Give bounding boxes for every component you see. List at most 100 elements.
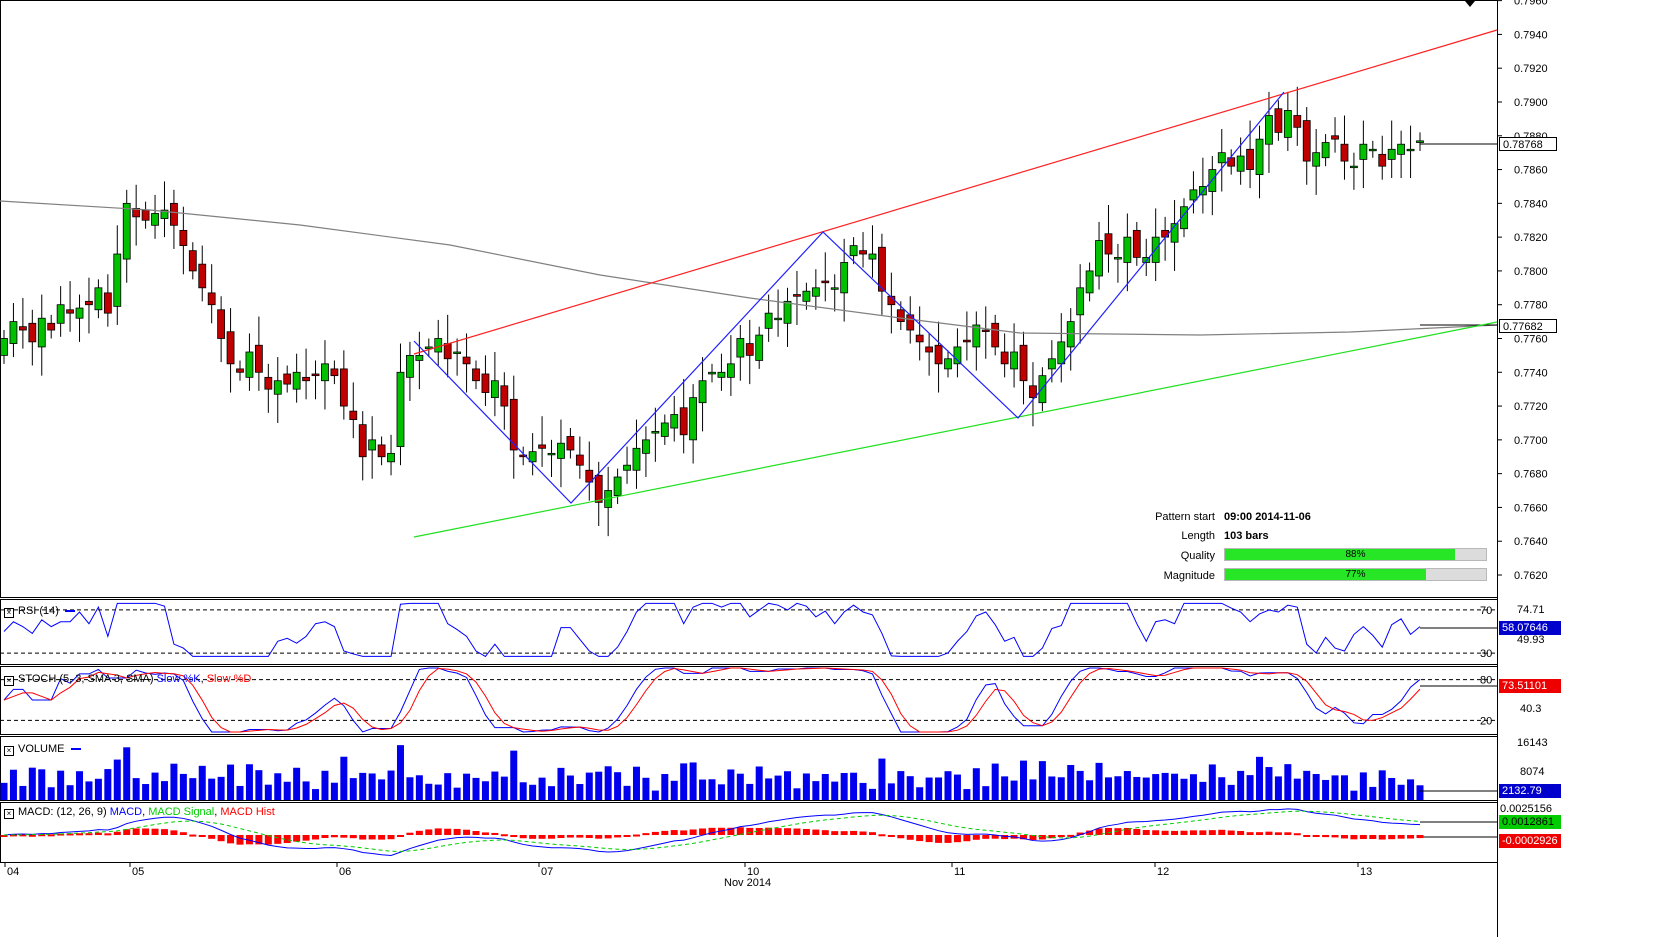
macd-hist-bar (179, 832, 187, 835)
x-tick-label: 10 (747, 866, 759, 878)
volume-bar (132, 778, 140, 800)
pattern-zigzag-line (413, 91, 1285, 504)
macd-hist-bar (642, 833, 650, 836)
close-volume-icon[interactable]: × (4, 746, 14, 756)
quality-bar: 88% (1224, 548, 1487, 561)
macd-hist-bar (1312, 835, 1320, 837)
volume-axis-label-top: 16143 (1517, 737, 1548, 749)
macd-hist-bar (689, 829, 697, 835)
macd-hist-bar (1171, 830, 1179, 835)
quality-value: 88% (1345, 549, 1366, 560)
macd-hist-bar (170, 830, 178, 835)
candle-body (783, 300, 792, 324)
macd-hist-bar (906, 835, 914, 840)
macd-hist-bar (1001, 835, 1009, 840)
candle-body (56, 304, 65, 324)
candle-body (868, 253, 877, 260)
macd-hist-bar (1397, 835, 1405, 839)
volume-bar (1407, 779, 1415, 800)
candle-body (1057, 341, 1066, 365)
x-tick-label: 04 (7, 866, 19, 878)
candle-body (1293, 115, 1302, 128)
macd-hist-bar (47, 834, 55, 837)
macd-hist-bar (746, 827, 754, 835)
candle-body (660, 422, 669, 437)
volume-bar (925, 777, 933, 800)
volume-bar (708, 779, 716, 800)
volume-bar (935, 777, 943, 800)
candle-body (1397, 143, 1406, 155)
volume-bar (340, 756, 348, 800)
candle-body (1180, 206, 1188, 230)
volume-bar (859, 782, 867, 800)
volume-bar (1274, 776, 1282, 800)
price-y-tick-label: 0.7900 (1514, 97, 1548, 109)
macd-hist-bar (1076, 832, 1084, 835)
candle-body (1359, 143, 1368, 160)
candle-body (311, 373, 320, 377)
close-stoch-icon[interactable]: × (4, 676, 14, 686)
volume-bar (94, 778, 102, 800)
volume-value-tag: 2132.79 (1499, 784, 1561, 798)
volume-bar (1378, 770, 1386, 800)
macd-signal-label: MACD Signal (148, 806, 215, 818)
magnitude-label: Magnitude (1163, 570, 1215, 582)
volume-bar (1218, 777, 1226, 800)
close-rsi-icon[interactable]: × (4, 608, 14, 618)
candle-body (424, 346, 433, 350)
macd-hist-bar (142, 828, 150, 835)
macd-hist-bar (972, 835, 980, 840)
macd-hist-bar (1331, 835, 1339, 838)
candle-body (547, 452, 556, 456)
macd-hist-bar (1274, 832, 1282, 835)
macd-hist-bar (76, 833, 84, 836)
volume-bar (1350, 790, 1358, 800)
candle-body (774, 317, 782, 321)
macd-hist-bar (548, 835, 556, 839)
candle-body (1132, 229, 1141, 258)
macd-hist-bar (302, 835, 310, 841)
volume-bar (0, 782, 8, 800)
pattern-start-value: 09:00 2014-11-06 (1224, 511, 1311, 523)
volume-legend-swatch (70, 748, 81, 751)
candle-body (188, 250, 197, 272)
macd-hist-bar (784, 828, 792, 835)
rsi-level-70-label: 70 (1480, 605, 1492, 617)
candle-body (245, 351, 254, 378)
macd-hist-bar (727, 827, 735, 835)
candle-body (896, 309, 905, 322)
candle-body (802, 290, 811, 302)
macd-hist-bar (255, 835, 263, 845)
volume-bar (1416, 785, 1424, 800)
macd-hist-bar (330, 835, 338, 838)
macd-hist-bar (755, 828, 763, 835)
macd-hist-bar (595, 835, 603, 839)
volume-bar (1048, 776, 1056, 800)
macd-hist-bar (953, 835, 961, 843)
macd-hist-bar (189, 834, 197, 837)
volume-bar (142, 784, 150, 800)
close-macd-icon[interactable]: × (4, 809, 14, 819)
macd-hist-bar (293, 835, 301, 842)
macd-hist-bar (198, 835, 206, 837)
candle-body (585, 469, 594, 483)
volume-bar (415, 775, 423, 800)
candle-body (283, 373, 292, 385)
price-panel-frame (0, 0, 1498, 598)
volume-bar (887, 783, 895, 800)
macd-hist-bar (708, 827, 716, 835)
candle-body (1000, 351, 1009, 365)
candle-body (717, 371, 726, 378)
volume-bar (1057, 777, 1065, 800)
candle-body (1019, 344, 1028, 382)
volume-bar (1265, 767, 1273, 800)
macd-hist-bar (651, 831, 659, 835)
candle-body (302, 376, 310, 382)
candle-body (226, 331, 235, 365)
macd-hist-bar (264, 835, 272, 845)
candle-body (953, 346, 962, 365)
macd-hist-bar (1142, 830, 1150, 835)
macd-hist-bar (1199, 830, 1207, 835)
macd-hist-bar (368, 835, 376, 840)
